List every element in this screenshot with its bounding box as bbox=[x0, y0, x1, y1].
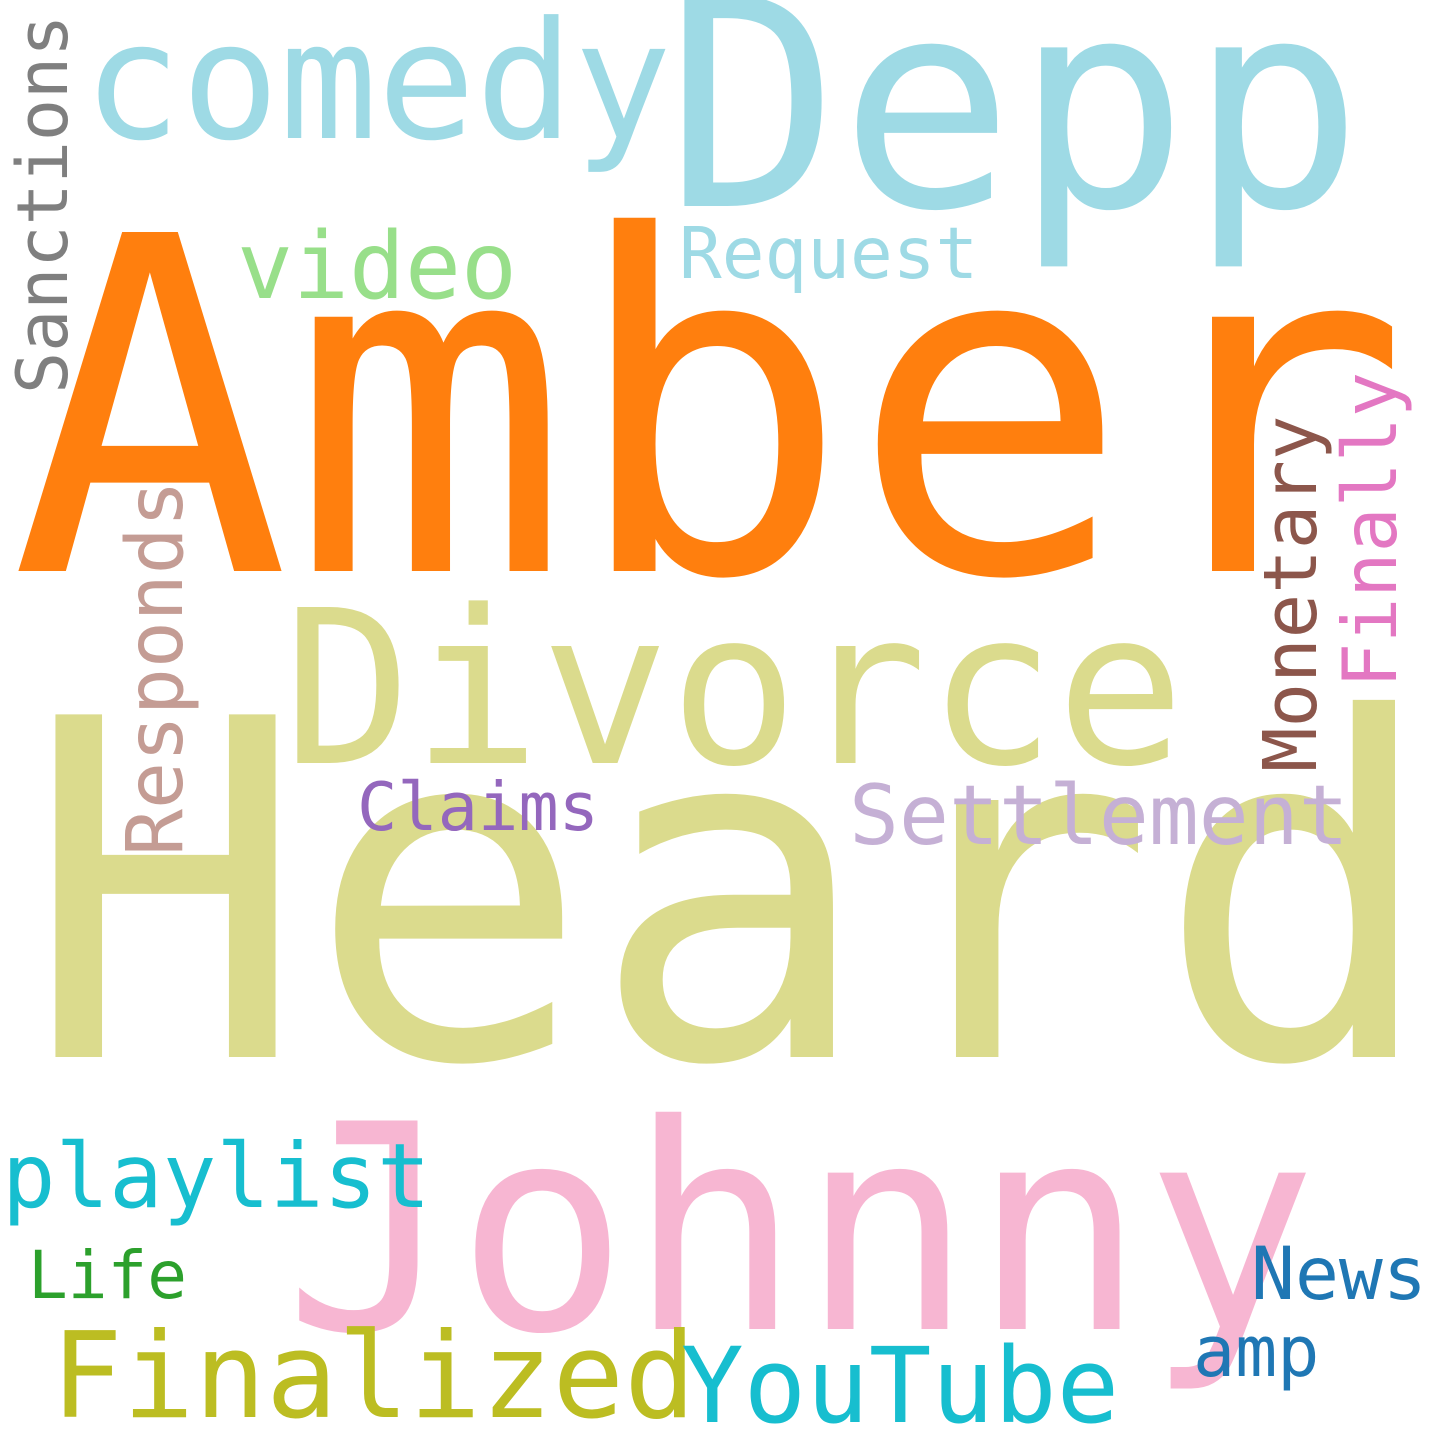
word-comedy: comedy bbox=[83, 0, 672, 177]
word-claims: Claims bbox=[357, 768, 600, 846]
word-life: Life bbox=[28, 1237, 187, 1314]
word-responds: Responds bbox=[111, 480, 201, 856]
word-settlement: Settlement bbox=[849, 767, 1349, 864]
word-request: Request bbox=[679, 212, 979, 295]
word-news: News bbox=[1251, 1232, 1427, 1317]
word-sanctions: Sanctions bbox=[2, 14, 84, 394]
word-finally: Finally bbox=[1326, 371, 1414, 688]
word-amber: Amber bbox=[10, 139, 1410, 681]
word-monetary: Monetary bbox=[1248, 415, 1334, 772]
word-amp: amp bbox=[1193, 1311, 1320, 1393]
word-finalized: Finalized bbox=[51, 1308, 696, 1440]
word-video: video bbox=[237, 212, 517, 320]
word-heard: Heard bbox=[24, 621, 1439, 1168]
word-divorce: Divorce bbox=[283, 565, 1185, 814]
word-depp: Depp bbox=[665, 0, 1364, 275]
word-johnny: Johnny bbox=[284, 1065, 1318, 1397]
word-playlist: playlist bbox=[2, 1124, 431, 1228]
word-youtube: YouTube bbox=[681, 1325, 1120, 1440]
